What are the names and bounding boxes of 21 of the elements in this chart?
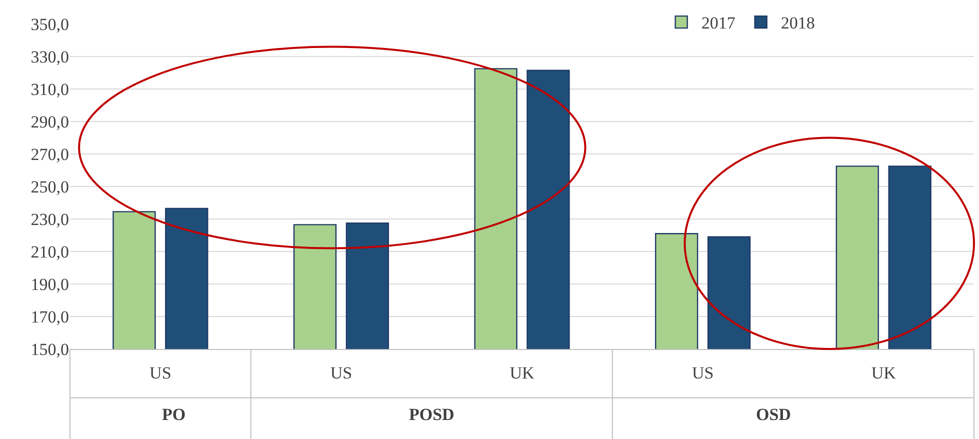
x-tick-label: US xyxy=(150,363,172,382)
y-tick-label: 250,0 xyxy=(30,177,69,196)
x-tick-label: US xyxy=(330,363,352,382)
y-tick-label: 290,0 xyxy=(30,112,69,132)
x-tick-label: UK xyxy=(871,363,897,382)
text: PO xyxy=(162,405,186,424)
y-tick-label: 310,0 xyxy=(30,80,69,99)
y-tick-label: 350,0 xyxy=(30,14,69,34)
x-tick-label: UK xyxy=(510,363,535,382)
legend-label: 2018 xyxy=(780,14,815,33)
text: OSD xyxy=(756,405,791,424)
x-tick-label: US xyxy=(692,363,714,382)
y-tick-label: 230,0 xyxy=(30,210,69,229)
y-tick-label: 210,0 xyxy=(30,242,69,262)
text: POSD xyxy=(409,405,454,424)
y-tick-label: 190,0 xyxy=(30,274,69,294)
y-tick-label: 170,0 xyxy=(30,307,69,326)
legend-label: 2017 xyxy=(701,14,736,33)
y-tick-label: 150,0 xyxy=(30,340,69,359)
y-tick-label: 270,0 xyxy=(30,144,69,164)
y-tick-label: 330,0 xyxy=(30,47,69,66)
